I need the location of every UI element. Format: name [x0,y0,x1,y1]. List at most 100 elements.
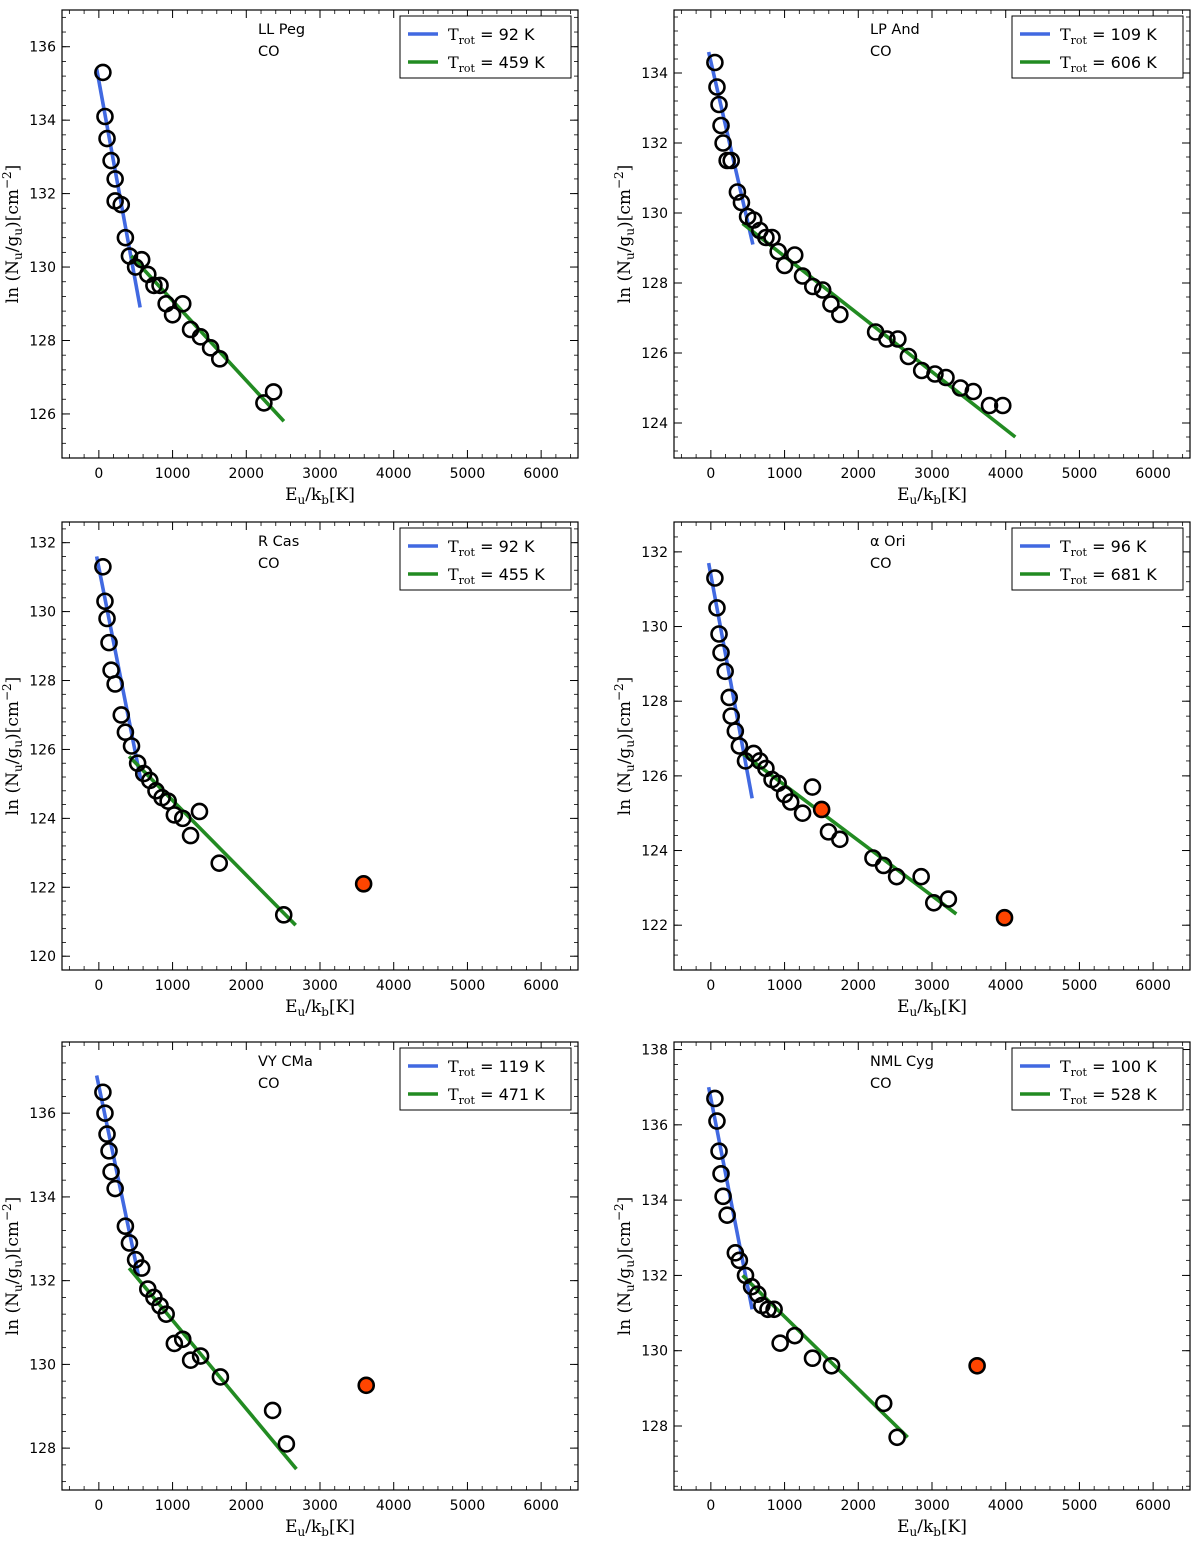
data-point [804,277,822,296]
legend-entry: Trot = 92 K [448,25,535,47]
y-axis-label: ln (Nu/gu)[cm−2] [612,1197,637,1336]
data-point [964,382,983,401]
y-tick-label: 130 [29,1357,56,1373]
x-tick-label: 4000 [988,978,1024,994]
panel-subtitle: CO [258,556,280,572]
data-point [980,396,999,415]
panel-title: LL Peg [258,22,305,38]
data-point [775,256,794,275]
y-tick-label: 130 [641,1344,668,1360]
y-tick-label: 122 [29,880,56,896]
legend-sub: rot [459,1094,476,1107]
data-point [712,116,730,135]
y-tick-label: 124 [641,844,668,860]
data-point [94,1083,112,1102]
panel-6: 0 1000 2000 3000 4000 5000 6000 128 130 132 134 136… [612,1041,1191,1539]
y-tick-label: 136 [641,1118,668,1134]
legend-value: = 100 K [1087,1057,1157,1076]
data-point [264,383,283,401]
legend-box [1011,527,1184,591]
data-point [939,890,958,908]
legend-sub: rot [1071,34,1088,47]
data-point [822,1356,841,1375]
plot-frame [61,9,579,459]
panel-2: 0 1000 2000 3000 4000 5000 6000 124 126 128 130 132… [612,9,1191,507]
excluded-data-point [354,875,373,893]
y-tick-label: 132 [29,536,56,552]
x-tick-label: 2000 [840,466,876,482]
data-point [888,1428,906,1447]
y-tick-label: 134 [29,1190,56,1206]
data-point [878,330,896,348]
y-tick-label: 132 [641,545,668,561]
x-tick-label: 4000 [988,1498,1024,1514]
x-tick-label: 2000 [840,978,876,994]
data-point [730,1251,749,1270]
data-point [716,662,734,681]
legend-entry: Trot = 96 K [1060,537,1147,559]
data-point [722,151,741,170]
legend-sub: rot [1071,62,1088,75]
legend-sub: rot [459,546,476,559]
legend-sub: rot [459,34,476,47]
data-point [98,1125,116,1143]
panel-1: 0 1000 2000 3000 4000 5000 6000 126 128 130 132 134… [0,9,579,507]
data-point [785,246,804,264]
y-tick-label: 126 [29,407,56,423]
fit-line-warm [127,1266,298,1471]
x-tick-label: 1000 [767,466,803,482]
y-tick-label: 128 [641,694,668,710]
legend-entry: Trot = 100 K [1060,1057,1157,1079]
data-point [706,1089,724,1108]
y-axis-label: ln (Nu/gu)[cm−2] [0,677,25,816]
x-axis-label: Eu/kb[K] [285,997,355,1019]
x-tick-label: 5000 [450,1498,486,1514]
data-point [102,1162,120,1181]
y-tick-label: 124 [29,811,56,827]
legend-sub: rot [1071,1094,1088,1107]
data-point [106,675,124,693]
x-tick-label: 3000 [914,978,950,994]
x-tick-label: 5000 [1062,1498,1098,1514]
data-point [165,1334,184,1353]
data-point [831,305,849,324]
x-tick-label: 3000 [914,466,950,482]
y-tick-label: 134 [641,66,668,82]
x-tick-label: 1000 [155,978,191,994]
y-axis-label: ln (Nu/gu)[cm−2] [0,1197,25,1336]
data-point [145,276,163,295]
legend-t: T [1060,53,1071,72]
fit-line-warm [741,752,958,916]
y-tick-label: 130 [641,620,668,636]
plot-frame [673,9,1191,459]
data-point [831,830,849,849]
legend-t: T [1060,1057,1071,1076]
y-tick-label: 128 [29,674,56,690]
plot-frame [61,1041,579,1491]
data-point [122,737,141,755]
data-point [793,804,812,823]
data-point [887,867,906,886]
y-tick-label: 120 [29,949,56,965]
x-tick-label: 6000 [523,1498,559,1514]
legend-value: = 455 K [475,565,545,584]
data-point [937,368,955,387]
data-point [714,1187,732,1206]
panel-title: VY CMa [258,1054,313,1070]
data-point [720,688,739,707]
fit-line-warm [127,755,297,927]
y-tick-label: 130 [29,605,56,621]
excluded-data-point [968,1356,986,1375]
legend-entry: Trot = 681 K [1060,565,1157,587]
data-point [718,1206,736,1224]
x-tick-label: 1000 [155,1498,191,1514]
data-point [759,1300,777,1319]
data-point [277,1435,296,1453]
data-point [159,792,177,810]
x-tick-label: 6000 [523,466,559,482]
legend-t: T [448,1057,459,1076]
y-tick-label: 126 [641,346,668,362]
y-tick-label: 134 [641,1193,668,1209]
panel-title: R Cas [258,534,299,550]
